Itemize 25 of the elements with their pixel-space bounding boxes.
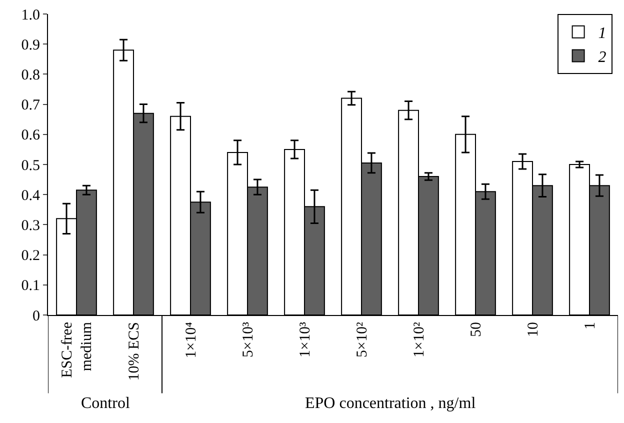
y-tick-label: 1.0 — [21, 7, 40, 24]
y-tick-label: 0.8 — [21, 67, 40, 84]
y-tick-label: 0.4 — [21, 188, 40, 204]
x-tick-label: 1 — [582, 322, 598, 330]
x-tick-label: 50 — [468, 322, 484, 337]
y-tick-label: 0.6 — [21, 128, 40, 144]
x-tick-label: 1×10⁴ — [183, 322, 200, 358]
y-tick-label: 0.2 — [21, 248, 40, 264]
x-tick-label: 10 — [525, 322, 542, 337]
y-tick-label: 0.7 — [21, 98, 40, 114]
x-tick-label: 10% ECS — [126, 322, 142, 381]
x-axis-title: EPO concentration , ng/ml — [305, 395, 476, 412]
legend-label: 1 — [598, 25, 606, 42]
x-tick-label: 1×10² — [411, 322, 428, 358]
y-tick-label: 0.5 — [21, 158, 40, 174]
x-tick-label: 1×10³ — [297, 322, 314, 358]
y-tick-label: 0 — [32, 308, 40, 324]
x-tick-label: ESC-free medium — [60, 322, 96, 378]
y-tick-label: 0.1 — [21, 278, 40, 294]
text: Control — [81, 395, 130, 412]
x-tick-label: 5×10² — [354, 322, 370, 358]
legend-label: 2 — [598, 48, 606, 66]
y-tick-label: 0.9 — [21, 37, 40, 54]
x-tick-label: 5×10³ — [240, 322, 256, 358]
y-tick-label: 0.3 — [21, 218, 40, 234]
